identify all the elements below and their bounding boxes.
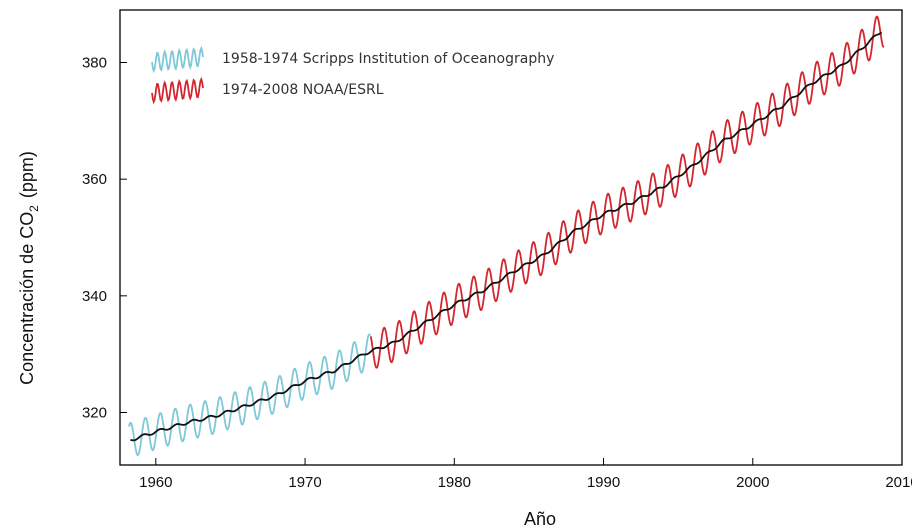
x-tick-label: 2000	[736, 474, 769, 491]
x-tick-label: 1960	[139, 474, 172, 491]
legend-swatch-scripps	[151, 45, 204, 74]
noaa-seasonal-line	[369, 15, 885, 369]
legend: 1958-1974 Scripps Institution of Oceanog…	[151, 45, 554, 105]
x-tick-label: 1980	[438, 474, 471, 491]
y-axis-title-subscript: 2	[27, 205, 41, 212]
y-axis-title-unit: (ppm)	[17, 151, 37, 198]
x-tick-label: 1990	[587, 474, 620, 491]
x-axis-ticks: 1960 1970 1980 1990 2000 2010	[139, 458, 912, 491]
x-tick-label: 2010	[885, 474, 912, 491]
y-tick-label: 360	[82, 171, 107, 188]
legend-label-scripps: 1958-1974 Scripps Institution of Oceanog…	[222, 51, 554, 67]
legend-label-noaa: 1974-2008 NOAA/ESRL	[222, 82, 384, 98]
y-tick-label: 320	[82, 405, 107, 422]
y-axis-title: Concentración de CO2 (ppm)	[17, 151, 41, 385]
series-layer	[128, 15, 885, 457]
plot-frame	[119, 9, 903, 466]
y-axis-ticks: 320 340 360 380	[82, 55, 127, 422]
trend-line	[130, 31, 883, 442]
x-axis-title: Año	[524, 509, 556, 529]
y-tick-label: 340	[82, 288, 107, 305]
legend-swatch-noaa	[151, 76, 204, 105]
scripps-seasonal-line	[128, 333, 371, 457]
y-axis-title-main: Concentración de CO	[17, 212, 37, 385]
y-tick-label: 380	[82, 55, 107, 72]
x-tick-label: 1970	[288, 474, 321, 491]
